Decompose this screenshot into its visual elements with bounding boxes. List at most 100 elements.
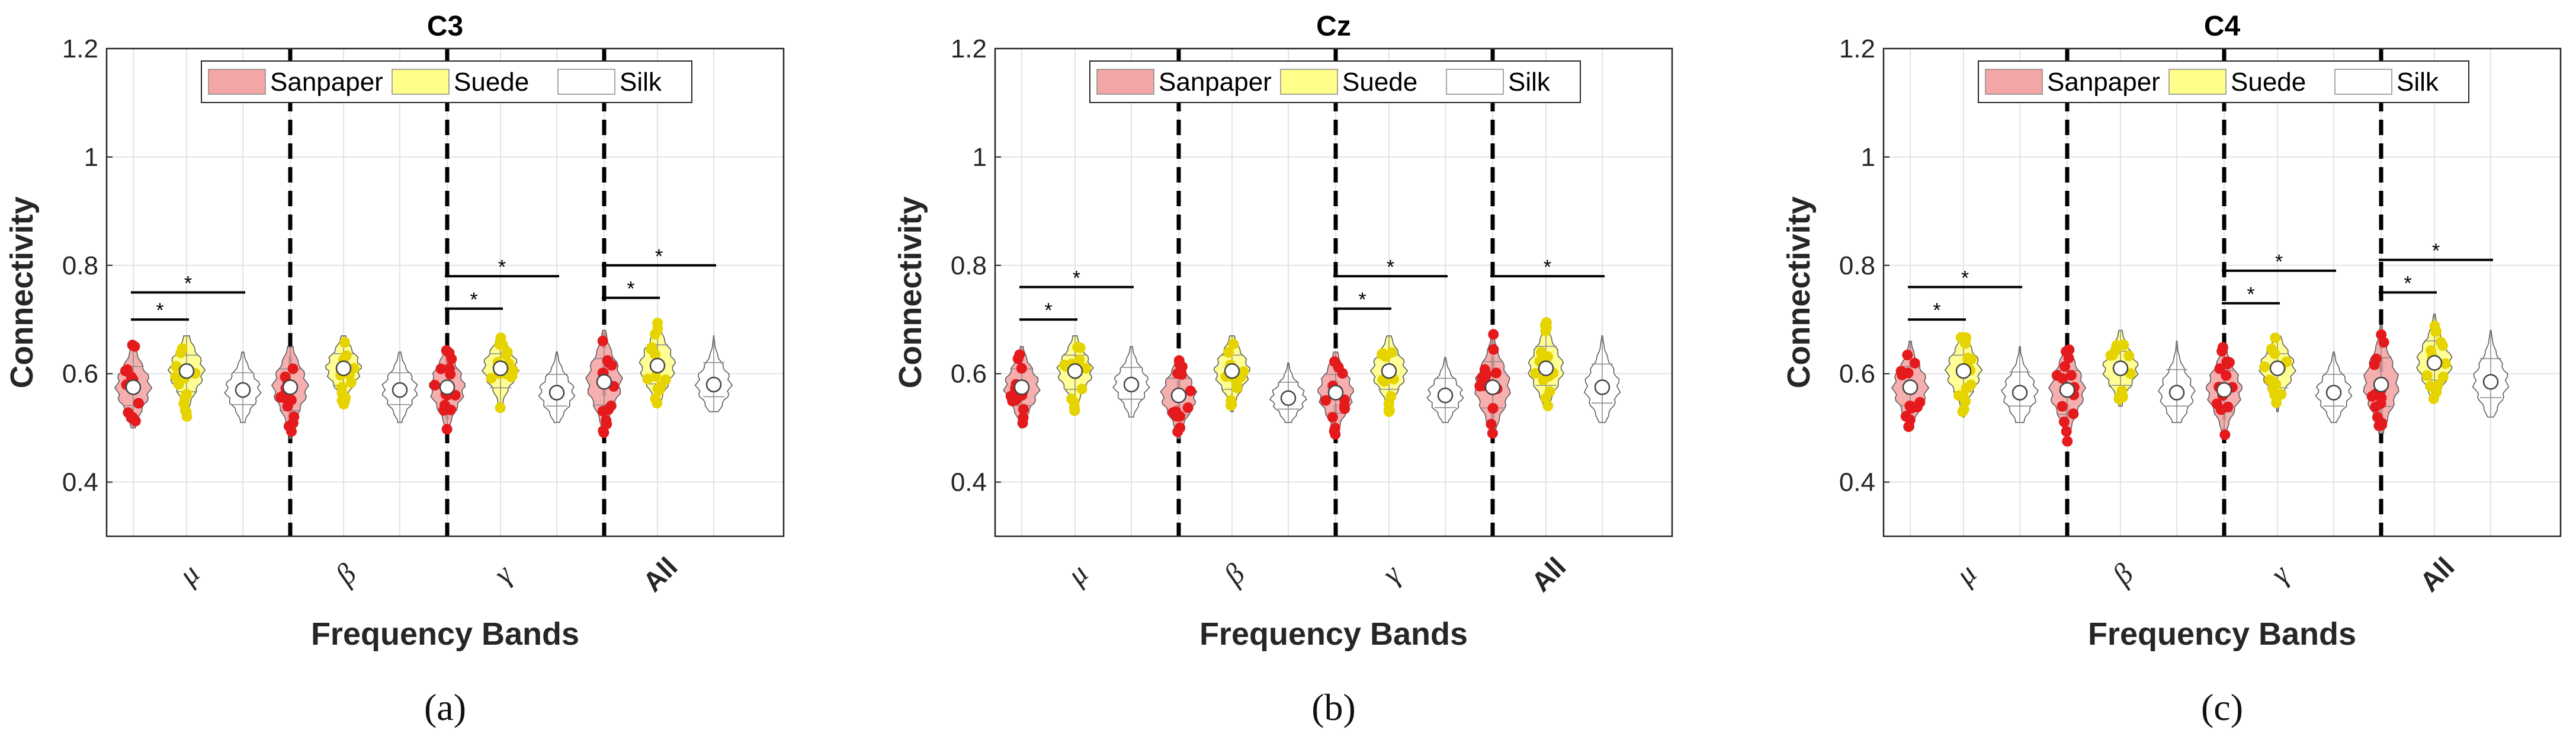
panel-caption: (a): [424, 686, 466, 728]
y-tick-label: 1: [973, 143, 987, 172]
x-tick-label: μ: [1948, 557, 1982, 591]
data-point: [444, 347, 455, 359]
data-point: [1914, 397, 1926, 408]
data-point: [2435, 337, 2446, 348]
data-point: [1069, 402, 1080, 413]
legend: Sanpaper Suede Silk: [201, 60, 692, 103]
data-point: [2366, 391, 2378, 402]
x-tick-label: All: [2414, 551, 2460, 597]
x-tick-label: β: [2105, 557, 2139, 591]
data-point: [1961, 332, 1972, 343]
data-point: [1958, 404, 1969, 415]
significance-star: *: [627, 278, 634, 300]
data-point: [1018, 412, 1029, 423]
data-point: [1962, 353, 1974, 364]
median-marker: [2012, 385, 2028, 401]
data-point: [2376, 419, 2388, 430]
y-tick-label: 0.4: [62, 468, 98, 497]
legend-swatch-suede: [392, 69, 450, 95]
data-point: [1329, 356, 1340, 367]
data-point: [660, 374, 671, 385]
data-point: [2269, 389, 2280, 401]
x-tick-label: β: [328, 557, 362, 591]
data-point: [181, 411, 193, 422]
data-point: [1488, 344, 1499, 355]
significance-star: *: [184, 273, 192, 295]
median-marker: [2112, 360, 2129, 376]
y-tick-label: 0.6: [62, 360, 98, 389]
median-marker: [548, 385, 565, 401]
y-tick-label: 1: [1861, 143, 1875, 172]
data-point: [642, 373, 653, 385]
data-point: [598, 425, 609, 436]
y-tick-label: 0.6: [1839, 360, 1875, 389]
chart-title: C3: [427, 11, 463, 42]
data-point: [283, 421, 294, 432]
data-point: [1016, 363, 1027, 374]
median-marker: [335, 360, 352, 376]
legend-swatch-sanpaper: [208, 69, 266, 95]
data-point: [444, 363, 455, 374]
data-point: [2437, 372, 2449, 383]
data-point: [495, 402, 506, 414]
x-axis-label: Frequency Bands: [311, 616, 579, 652]
median-marker: [1123, 376, 1140, 393]
data-point: [2105, 350, 2116, 361]
median-marker: [1327, 385, 1344, 401]
data-point: [1490, 367, 1502, 379]
data-point: [282, 401, 293, 412]
significance-star: *: [470, 289, 477, 311]
legend-swatch-suede: [2168, 69, 2227, 95]
data-point: [1902, 350, 1913, 361]
median-marker: [1067, 363, 1083, 379]
x-axis-label: Frequency Bands: [1199, 616, 1468, 652]
data-point: [2068, 408, 2079, 420]
legend-swatch-sanpaper: [1096, 69, 1154, 95]
legend-swatch-sanpaper: [1985, 69, 2043, 95]
x-tick-label: β: [1217, 557, 1251, 591]
median-marker: [1902, 379, 1919, 395]
data-point: [2217, 342, 2228, 353]
median-marker: [1224, 363, 1240, 379]
data-point: [1486, 418, 1497, 430]
y-tick-label: 0.4: [951, 468, 987, 497]
data-point: [2222, 401, 2234, 412]
data-point: [497, 339, 508, 350]
data-point: [2062, 436, 2073, 447]
data-point: [506, 370, 518, 382]
legend-label-silk: Silk: [620, 68, 662, 97]
data-point: [2058, 416, 2070, 427]
data-point: [2369, 359, 2380, 370]
data-point: [2429, 321, 2440, 332]
data-point: [606, 360, 617, 371]
y-axis-label: Connectivity: [893, 196, 928, 388]
x-tick-label: γ: [487, 558, 519, 590]
data-point: [1327, 412, 1338, 423]
legend-swatch-suede: [1280, 69, 1338, 95]
data-point: [1536, 347, 1547, 358]
data-point: [1231, 379, 1242, 390]
data-point: [1223, 347, 1234, 358]
data-point: [650, 371, 661, 382]
data-point: [178, 398, 190, 409]
median-marker: [2168, 385, 2185, 401]
data-point: [2433, 379, 2443, 390]
data-point: [2064, 344, 2075, 356]
data-point: [486, 373, 497, 384]
legend-label-suede: Suede: [1342, 68, 1417, 97]
x-tick-label: γ: [2264, 558, 2296, 590]
data-point: [1542, 401, 1554, 411]
data-point: [1965, 379, 1977, 390]
median-marker: [392, 382, 408, 398]
data-point: [1072, 342, 1083, 353]
axes-box: [105, 47, 785, 537]
data-point: [1487, 428, 1498, 439]
median-marker: [1013, 379, 1030, 395]
data-point: [1076, 383, 1087, 395]
data-point: [175, 347, 187, 359]
data-point: [288, 411, 300, 422]
chart-title: Cz: [1316, 11, 1351, 42]
median-marker: [125, 379, 142, 395]
legend-label-sanpaper: Sanpaper: [270, 68, 383, 97]
significance-star: *: [156, 299, 163, 322]
